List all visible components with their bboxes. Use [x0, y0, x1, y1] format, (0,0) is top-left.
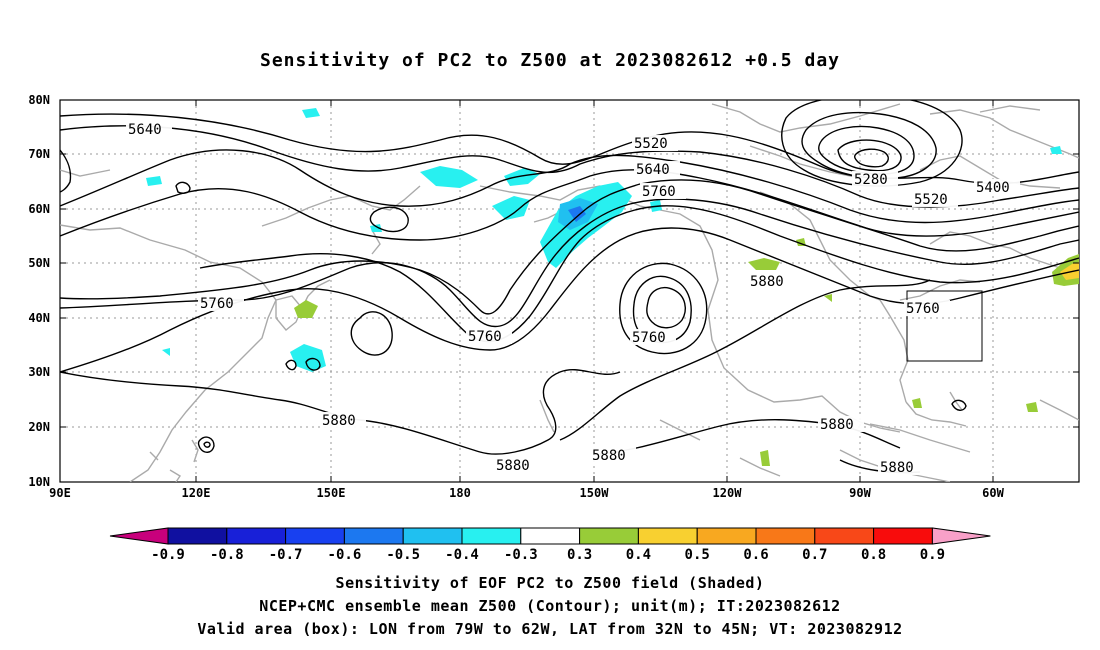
lon-label: 180 — [449, 486, 471, 500]
z500-contours — [60, 100, 1079, 474]
colorbar-label: 0.4 — [626, 547, 651, 563]
contour-label: 5760 — [632, 330, 666, 346]
colorbar-label: -0.3 — [504, 547, 538, 563]
colorbar-label: 0.8 — [861, 547, 886, 563]
latitude-labels: 80N 70N 60N 50N 40N 30N 20N 10N — [28, 93, 50, 489]
colorbar-segment — [402, 527, 463, 545]
colorbar-label: 0.7 — [802, 547, 827, 563]
axis-ticks — [60, 99, 1079, 483]
colorbar-segment — [755, 527, 816, 545]
map-title: Sensitivity of PC2 to Z500 at 2023082612… — [259, 50, 840, 71]
contour-label: 5520 — [914, 192, 948, 208]
colorbar-segment — [167, 527, 228, 545]
lon-label: 120W — [713, 486, 743, 500]
longitude-labels: 90E 120E 150E 180 150W 120W 90W 60W — [49, 486, 1004, 500]
colorbar-segment — [579, 527, 639, 545]
lon-label: 120E — [182, 486, 211, 500]
colorbar-segment — [696, 527, 757, 545]
colorbar-segment — [285, 527, 345, 545]
contour-label: 5880 — [880, 460, 914, 476]
lon-label: 150W — [580, 486, 610, 500]
colorbar-label: -0.5 — [386, 547, 420, 563]
lat-label: 60N — [28, 202, 50, 216]
colorbar: -0.9 -0.8 -0.7 -0.6 -0.5 -0.4 -0.3 0.3 0.4 0.5 0.6… — [109, 527, 991, 563]
colorbar-label: 0.5 — [685, 547, 710, 563]
colorbar-label: 0.6 — [743, 547, 768, 563]
lon-label: 60W — [982, 486, 1004, 500]
contour-label: 5760 — [468, 329, 502, 345]
caption-contour: NCEP+CMC ensemble mean Z500 (Contour); u… — [259, 597, 841, 615]
contour-labels: 5640 5520 5640 5760 5280 5400 5520 5880 … — [126, 121, 1020, 476]
colorbar-left-arrow — [109, 527, 169, 545]
lat-label: 40N — [28, 311, 50, 325]
lat-label: 30N — [28, 365, 50, 379]
contour-label: 5760 — [200, 296, 234, 312]
colorbar-label: 0.3 — [567, 547, 592, 563]
contour-label: 5880 — [496, 458, 530, 474]
lon-label: 150E — [317, 486, 346, 500]
contour-label: 5880 — [322, 413, 356, 429]
colorbar-segment — [461, 527, 522, 545]
lat-label: 10N — [28, 475, 50, 489]
contour-label: 5880 — [820, 417, 854, 433]
contour-label: 5400 — [976, 180, 1010, 196]
contour-label: 5520 — [634, 136, 668, 152]
contour-label: 5640 — [636, 162, 670, 178]
colorbar-segment — [814, 527, 875, 545]
colorbar-segment — [226, 527, 287, 545]
lat-label: 20N — [28, 420, 50, 434]
lat-label: 80N — [28, 93, 50, 107]
colorbar-segment — [343, 527, 404, 545]
caption-shaded: Sensitivity of EOF PC2 to Z500 field (Sh… — [335, 574, 765, 592]
lon-label: 90W — [849, 486, 871, 500]
contour-label: 5880 — [592, 448, 626, 464]
lat-label: 50N — [28, 256, 50, 270]
contour-label: 5280 — [854, 172, 888, 188]
colorbar-label: -0.4 — [445, 547, 479, 563]
colorbar-label: -0.8 — [210, 547, 244, 563]
colorbar-right-arrow — [931, 527, 991, 545]
colorbar-segment — [520, 527, 581, 545]
colorbar-segment — [637, 527, 698, 545]
caption-valid-area: Valid area (box): LON from 79W to 62W, L… — [197, 620, 903, 638]
valid-area-box — [906, 290, 983, 362]
colorbar-label: -0.9 — [151, 547, 185, 563]
contour-label: 5760 — [642, 184, 676, 200]
colorbar-label: -0.7 — [269, 547, 303, 563]
lat-label: 70N — [28, 147, 50, 161]
lon-label: 90E — [49, 486, 71, 500]
colorbar-label: -0.6 — [328, 547, 362, 563]
contour-label: 5640 — [128, 122, 162, 138]
colorbar-label: 0.9 — [920, 547, 945, 563]
contour-label: 5760 — [906, 301, 940, 317]
contour-label: 5880 — [750, 274, 784, 290]
colorbar-segment — [873, 527, 933, 545]
